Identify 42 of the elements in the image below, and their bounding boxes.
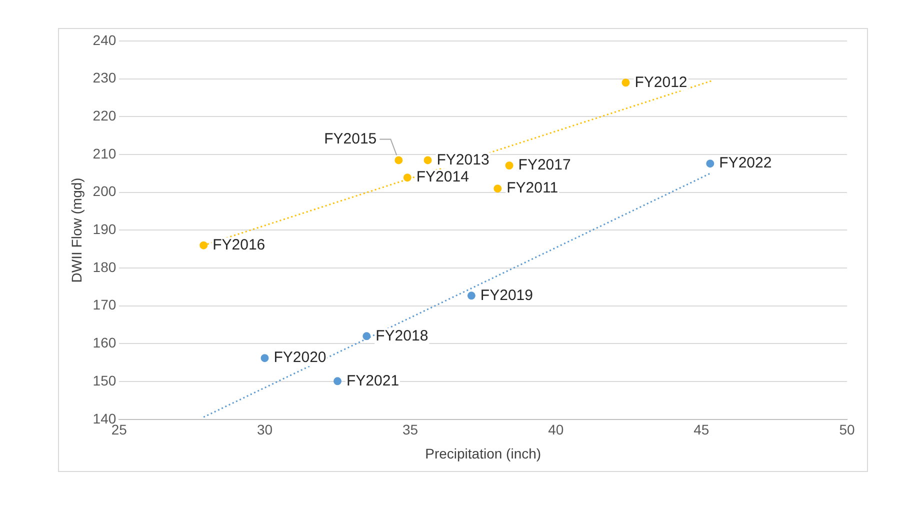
y-axis-title: DWII Flow (mgd) — [68, 178, 84, 283]
point — [334, 377, 342, 386]
annotation: FY2016 — [212, 236, 266, 254]
point — [505, 161, 514, 170]
x-tick-label: 50 — [839, 422, 855, 438]
point — [622, 78, 630, 87]
annotation: FY2011 — [506, 180, 558, 197]
x-axis-title: Precipitation (inch) — [425, 445, 542, 462]
y-tick-label: 210 — [92, 145, 116, 162]
annotation: FY2019 — [480, 286, 533, 304]
annotation: FY2014 — [416, 168, 469, 186]
y-tick-label: 190 — [92, 221, 116, 238]
y-tick-label: 150 — [92, 372, 116, 388]
y-tick-label: 170 — [92, 296, 116, 313]
annotation: FY2018 — [376, 327, 428, 344]
point — [403, 174, 412, 182]
x-tick-label: 35 — [402, 422, 418, 438]
y-tick-label: 240 — [92, 32, 116, 48]
annotation: FY2022 — [719, 154, 772, 172]
annotation: FY2013 — [436, 151, 490, 168]
y-tick-label: 230 — [92, 70, 116, 86]
x-tick-label: 30 — [256, 422, 273, 438]
point — [200, 241, 208, 250]
point — [706, 160, 714, 168]
point — [494, 184, 502, 193]
y-tick-label: 180 — [92, 258, 116, 275]
annotation: FY2020 — [274, 349, 326, 366]
x-tick-label: 40 — [548, 422, 564, 438]
x-tick-label: 45 — [694, 422, 710, 438]
point — [394, 156, 403, 164]
annotation: FY2021 — [346, 372, 400, 390]
annotation: FY2012 — [634, 74, 688, 91]
y-tick-label: 140 — [92, 410, 116, 426]
point — [362, 332, 371, 340]
annotation: FY2015 — [324, 130, 377, 148]
point — [424, 156, 432, 164]
y-tick-label: 160 — [92, 334, 116, 351]
annotation: FY2017 — [518, 156, 571, 174]
y-tick-label: 200 — [92, 183, 116, 200]
point — [260, 354, 269, 362]
y-tick-label: 220 — [92, 108, 116, 124]
point — [467, 292, 476, 300]
